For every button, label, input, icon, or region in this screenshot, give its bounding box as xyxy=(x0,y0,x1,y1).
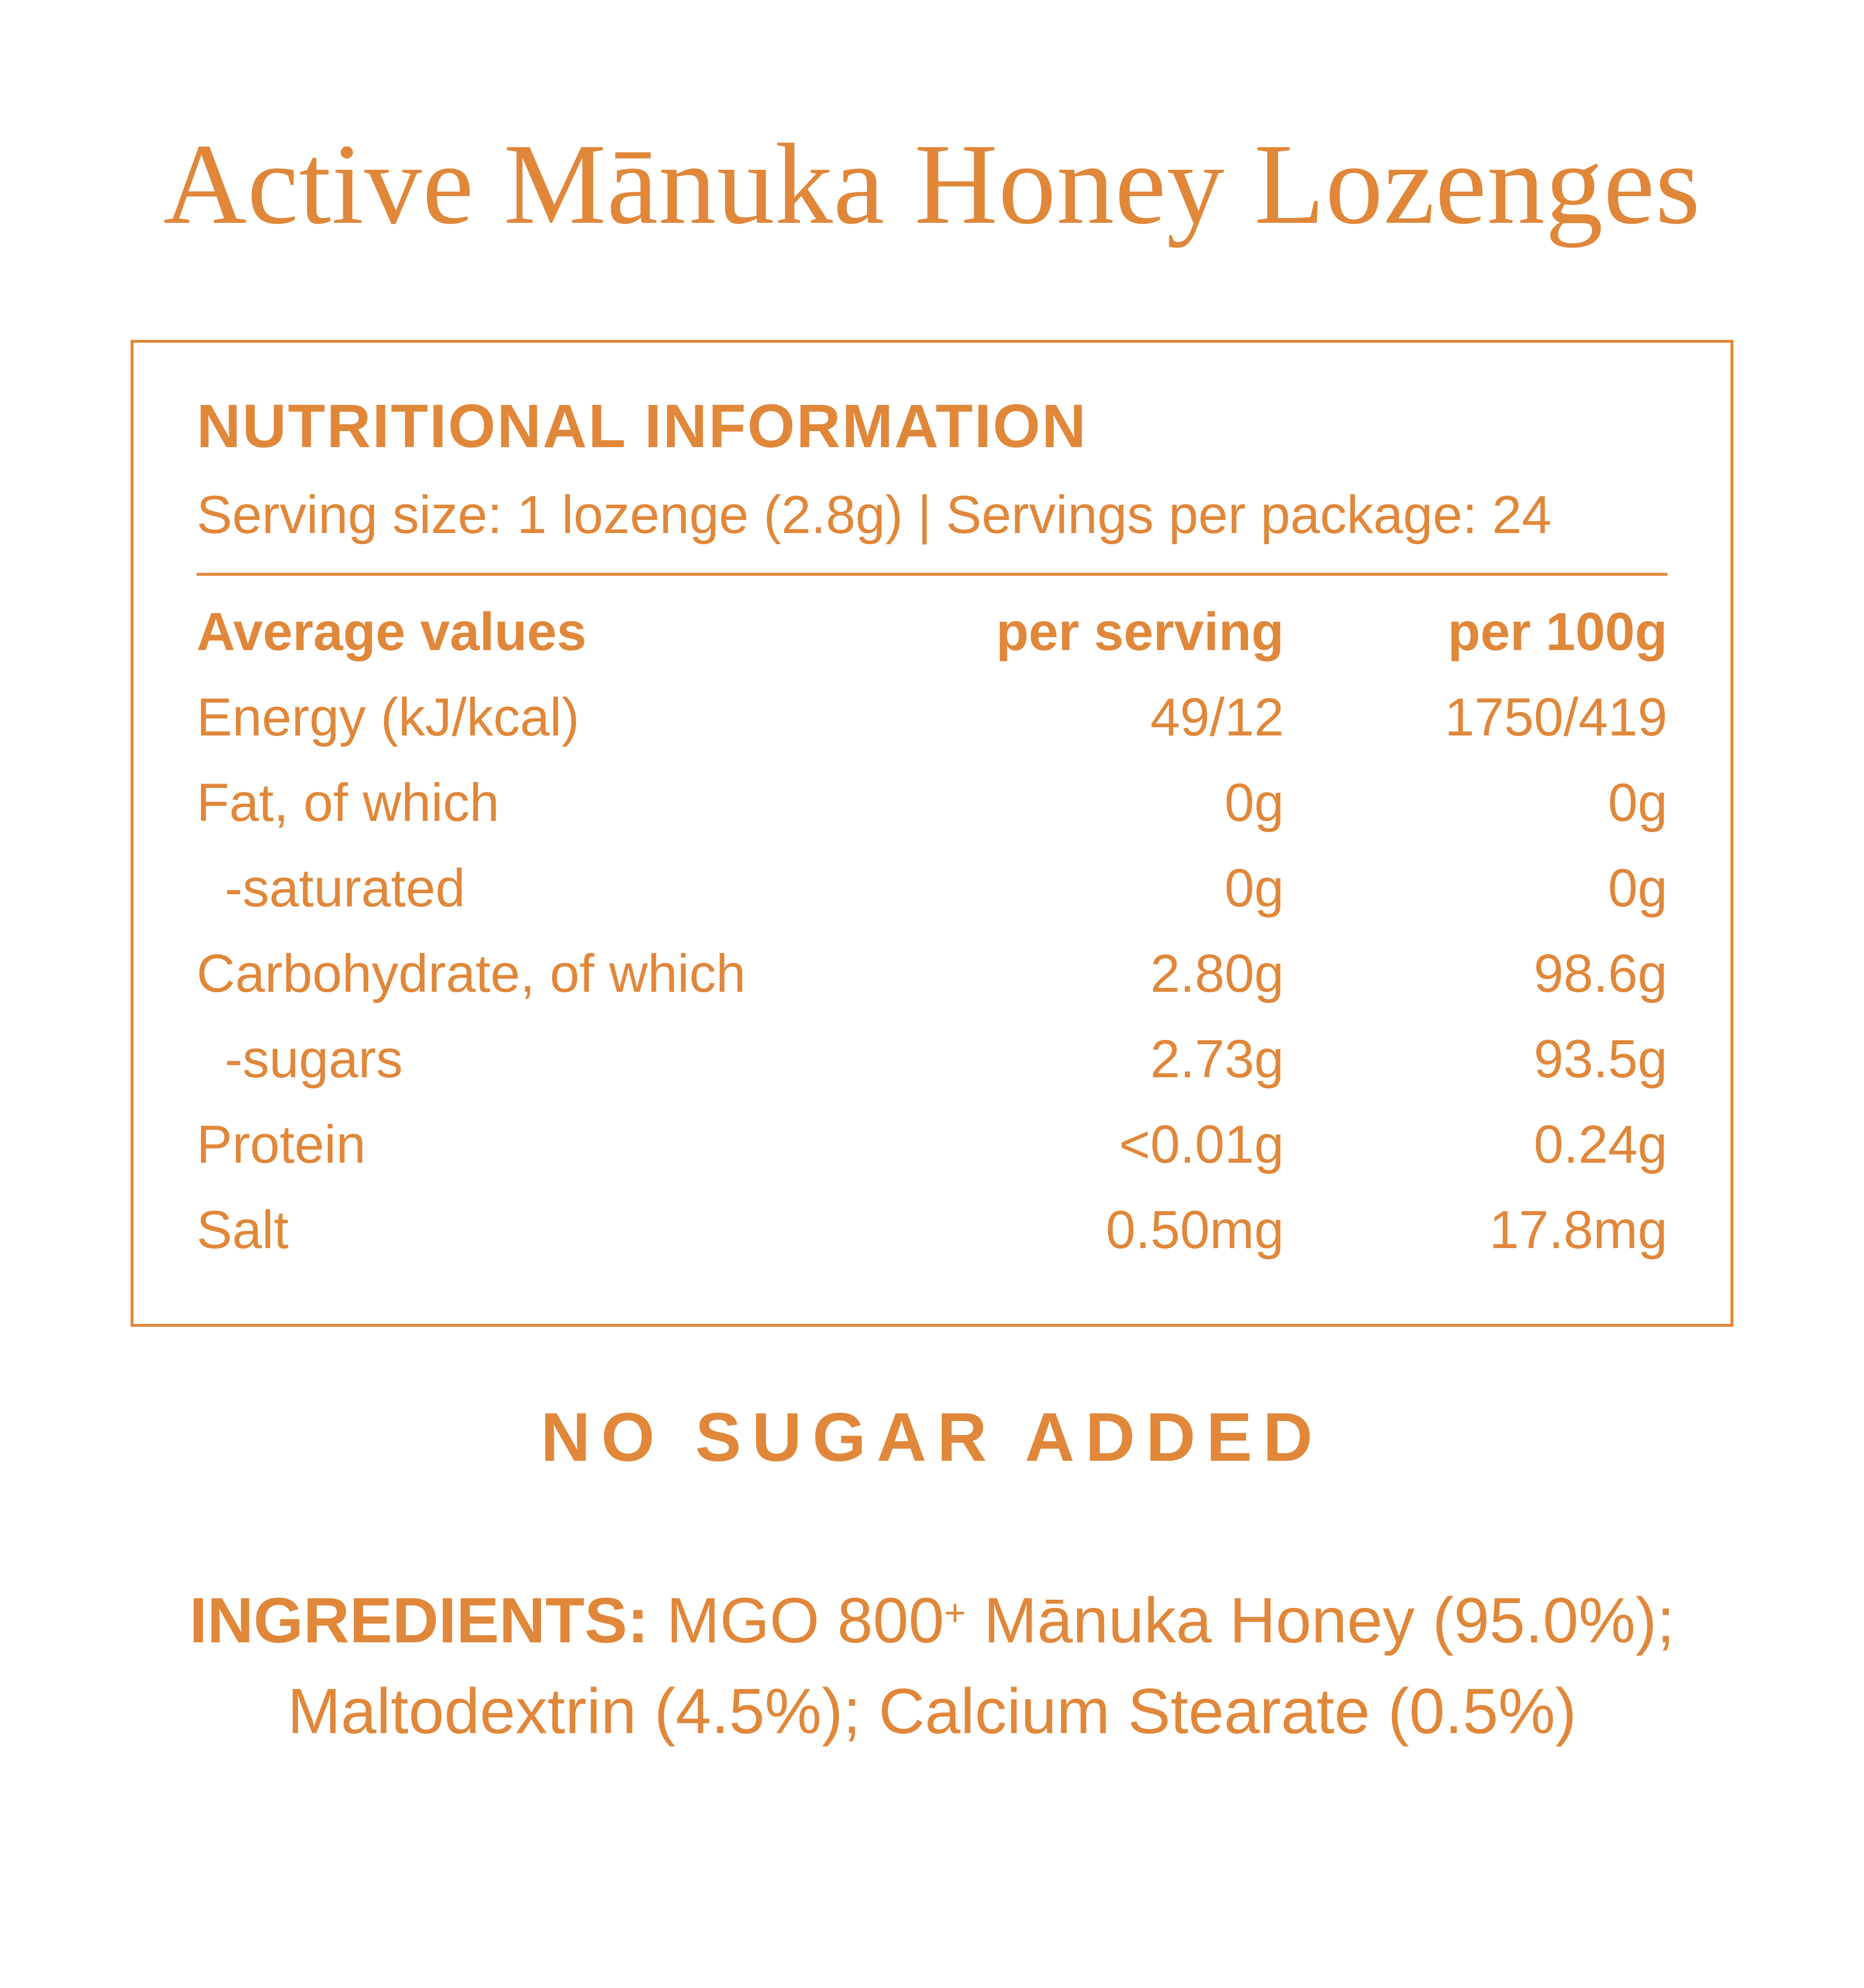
row-label: Fat, of which xyxy=(197,772,499,833)
row-label: Protein xyxy=(197,1114,366,1174)
serving-size-line: Serving size: 1 lozenge (2.8g) | Servings … xyxy=(197,480,1667,550)
nutrition-panel: NUTRITIONAL INFORMATION Serving size: 1 … xyxy=(131,339,1733,1327)
table-row: Energy (kJ/kcal) 49/12 1750/419 xyxy=(197,675,1667,760)
row-label: Energy (kJ/kcal) xyxy=(197,687,580,747)
column-header-per-100g: per 100g xyxy=(1448,601,1667,662)
per-serving-value: 0g xyxy=(1224,858,1284,918)
label-page: Active Mānuka Honey Lozenges NUTRITIONAL… xyxy=(0,124,1864,1988)
column-header-average-values: Average values xyxy=(197,601,587,662)
per-100g-value: 93.5g xyxy=(1533,1029,1667,1089)
serving-size-text: Serving size: 1 lozenge (2.8g) xyxy=(197,484,903,545)
per-serving-value: 0g xyxy=(1224,772,1284,833)
per-100g-value: 0g xyxy=(1608,858,1667,918)
ingredients-line1-pre: MGO 800 xyxy=(649,1584,945,1656)
table-row: Fat, of which 0g 0g xyxy=(197,760,1667,846)
table-row: Carbohydrate, of which 2.80g 98.6g xyxy=(197,931,1667,1017)
per-100g-value: 0.24g xyxy=(1533,1114,1667,1174)
panel-heading: NUTRITIONAL INFORMATION xyxy=(197,391,1088,460)
per-serving-value: <0.01g xyxy=(1119,1114,1284,1174)
table-row: Protein <0.01g 0.24g xyxy=(197,1102,1667,1187)
column-header-per-serving: per serving xyxy=(996,601,1284,662)
row-label: -saturated xyxy=(225,858,466,918)
divider-line xyxy=(197,572,1667,576)
per-100g-value: 17.8mg xyxy=(1489,1200,1667,1260)
per-serving-value: 0.50mg xyxy=(1106,1200,1284,1260)
servings-per-package-text: Servings per package: 24 xyxy=(946,484,1552,545)
ingredients-line1-post: Mānuka Honey (95.0%); xyxy=(965,1584,1675,1656)
per-100g-value: 0g xyxy=(1608,772,1667,833)
table-row: Salt 0.50mg 17.8mg xyxy=(197,1187,1667,1273)
page-title: Active Mānuka Honey Lozenges xyxy=(163,120,1701,248)
table-row: -sugars 2.73g 93.5g xyxy=(197,1017,1667,1102)
row-label: Carbohydrate, of which xyxy=(197,943,746,1003)
per-serving-value: 49/12 xyxy=(1150,687,1284,747)
per-100g-value: 98.6g xyxy=(1533,943,1667,1003)
per-serving-value: 2.80g xyxy=(1150,943,1284,1003)
row-label: Salt xyxy=(197,1200,289,1260)
ingredients-line2: Maltodextrin (4.5%); Calcium Stearate (0… xyxy=(287,1675,1577,1747)
nutrition-table: Average values per serving per 100g Ener… xyxy=(197,589,1667,1273)
table-row: -saturated 0g 0g xyxy=(197,846,1667,931)
ingredients-section: INGREDIENTS: MGO 800+ Mānuka Honey (95.0… xyxy=(83,1575,1781,1757)
per-serving-value: 2.73g xyxy=(1150,1029,1284,1089)
ingredients-label: INGREDIENTS: xyxy=(189,1584,649,1656)
table-header-row: Average values per serving per 100g xyxy=(197,589,1667,675)
mgo-plus-superscript: + xyxy=(944,1592,966,1634)
pipe-separator: | xyxy=(917,484,932,545)
row-label: -sugars xyxy=(225,1029,403,1089)
no-sugar-added-badge: NO SUGAR ADDED xyxy=(540,1398,1324,1476)
per-100g-value: 1750/419 xyxy=(1445,687,1667,747)
